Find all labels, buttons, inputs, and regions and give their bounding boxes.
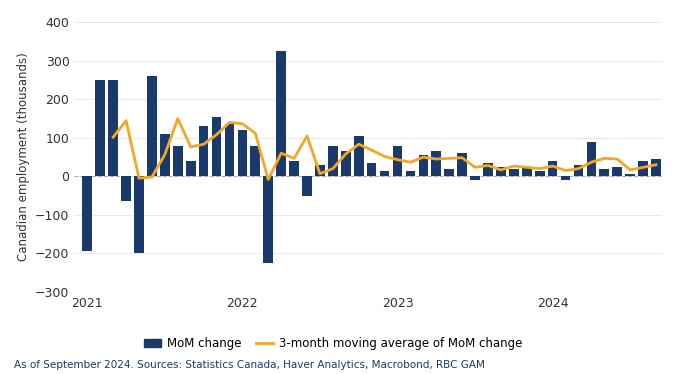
Bar bbox=[393, 145, 402, 176]
Bar bbox=[560, 176, 571, 180]
Bar bbox=[160, 134, 170, 176]
Bar bbox=[522, 167, 531, 176]
Bar bbox=[587, 142, 596, 176]
Bar bbox=[82, 176, 92, 251]
Bar bbox=[276, 51, 286, 176]
Bar bbox=[289, 161, 299, 176]
Bar bbox=[509, 169, 518, 176]
Bar bbox=[328, 145, 338, 176]
Bar bbox=[380, 171, 389, 176]
Bar bbox=[431, 151, 441, 176]
Bar bbox=[341, 151, 351, 176]
Bar bbox=[95, 80, 105, 176]
Bar bbox=[264, 176, 273, 263]
Bar bbox=[444, 169, 454, 176]
Bar bbox=[186, 161, 195, 176]
Bar bbox=[600, 169, 609, 176]
Legend: MoM change, 3-month moving average of MoM change: MoM change, 3-month moving average of Mo… bbox=[139, 332, 527, 355]
Bar bbox=[535, 171, 545, 176]
Text: As of September 2024. Sources: Statistics Canada, Haver Analytics, Macrobond, RB: As of September 2024. Sources: Statistic… bbox=[14, 360, 485, 370]
Bar bbox=[147, 76, 157, 176]
Bar bbox=[638, 161, 648, 176]
Bar bbox=[108, 80, 118, 176]
Bar bbox=[315, 165, 324, 176]
Bar bbox=[224, 125, 235, 176]
Bar bbox=[470, 176, 480, 180]
Bar bbox=[134, 176, 144, 253]
Bar bbox=[625, 174, 635, 176]
Bar bbox=[121, 176, 131, 201]
Bar bbox=[548, 161, 558, 176]
Bar bbox=[406, 171, 415, 176]
Bar bbox=[354, 136, 364, 176]
Bar bbox=[574, 165, 583, 176]
Bar bbox=[651, 159, 661, 176]
Bar bbox=[418, 155, 428, 176]
Bar bbox=[457, 153, 467, 176]
Bar bbox=[496, 167, 506, 176]
Bar bbox=[251, 145, 260, 176]
Bar bbox=[367, 163, 377, 176]
Bar bbox=[237, 130, 247, 176]
Bar bbox=[173, 145, 183, 176]
Y-axis label: Canadian employment (thousands): Canadian employment (thousands) bbox=[17, 53, 30, 261]
Bar bbox=[483, 163, 493, 176]
Bar bbox=[212, 117, 222, 176]
Bar bbox=[612, 167, 622, 176]
Bar bbox=[302, 176, 312, 196]
Bar bbox=[199, 126, 208, 176]
